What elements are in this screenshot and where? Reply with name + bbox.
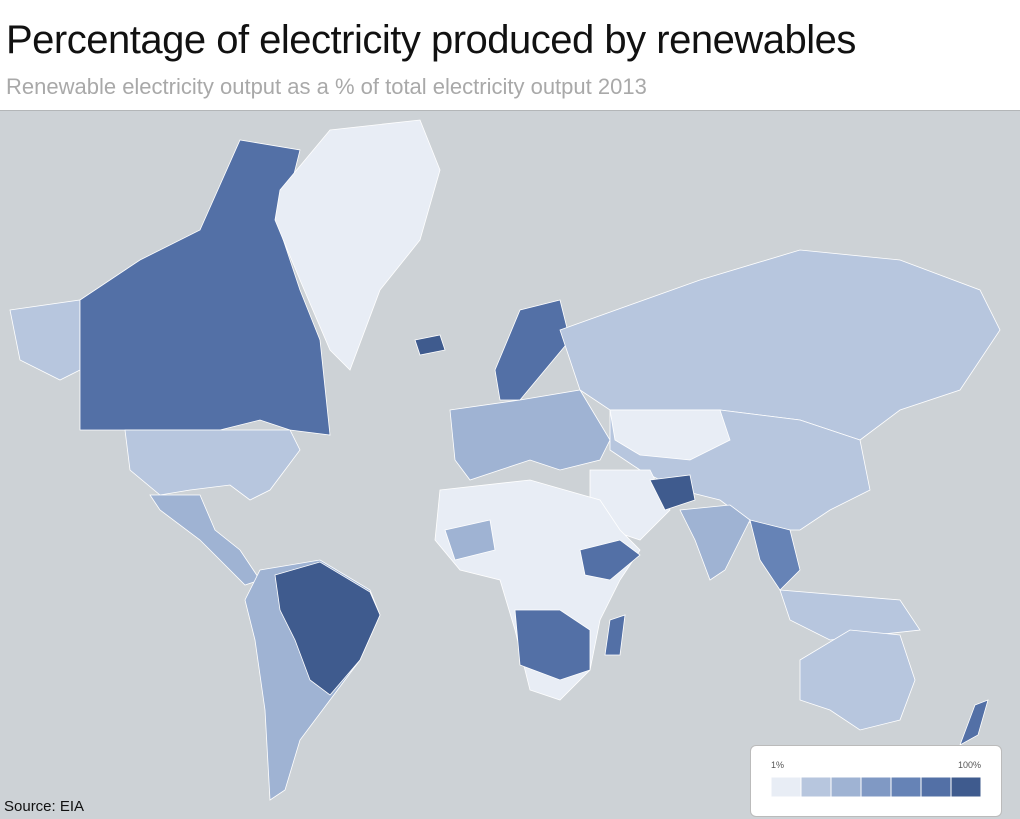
europe [449,389,611,481]
legend-scale [771,777,981,797]
se-asia [749,519,801,591]
scandinavia [494,299,571,401]
afghanistan [649,474,696,511]
legend-swatch [890,777,922,797]
greenland [274,119,441,371]
world-map [0,110,1020,819]
canada [79,139,331,436]
iceland [414,334,446,356]
southern-africa [514,609,591,681]
legend-swatch [860,777,892,797]
usa [124,429,301,501]
title: Percentage of electricity produced by re… [6,18,856,62]
legend: 1% 100% [750,745,1002,817]
india [679,504,751,581]
countries [9,119,1001,801]
legend-swatch [771,777,802,797]
legend-swatch [950,777,981,797]
legend-max-label: 100% [957,760,981,770]
kazakhstan [609,409,731,461]
australia [799,629,916,731]
legend-swatch [830,777,862,797]
alaska [9,299,81,381]
west-africa [444,519,496,561]
ethiopia [579,539,641,581]
central-america [149,494,261,586]
subtitle: Renewable electricity output as a % of t… [6,74,647,99]
legend-swatch [800,777,832,797]
brazil [274,561,381,696]
new-zealand [959,699,989,746]
madagascar [604,614,626,656]
legend-min-label: 1% [771,760,785,770]
source: Source: EIA [4,798,85,815]
legend-swatch [920,777,952,797]
